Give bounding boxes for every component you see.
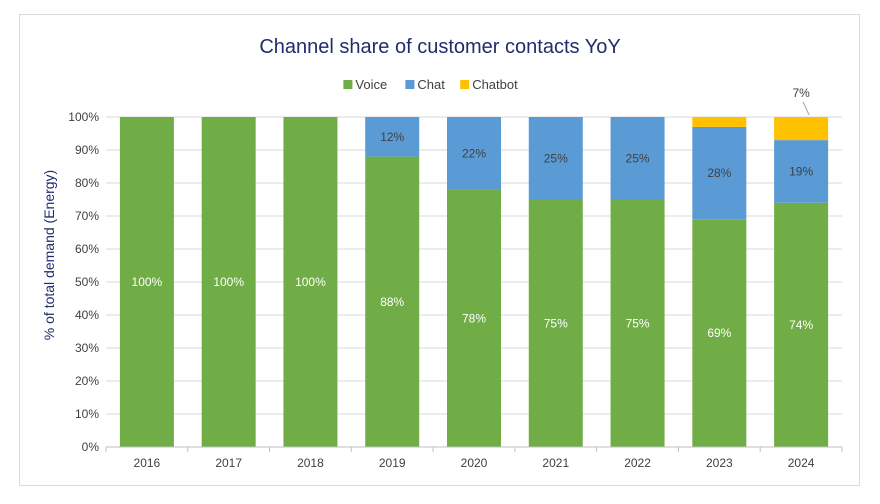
legend: Voice Chat Chatbot bbox=[343, 77, 518, 92]
y-tick-label: 40% bbox=[75, 308, 99, 322]
bar-voice-2017 bbox=[201, 117, 256, 447]
y-tick-label: 0% bbox=[82, 440, 100, 454]
bars bbox=[119, 117, 829, 447]
stacked-bar-chart: Channel share of customer contacts YoY V… bbox=[41, 36, 843, 470]
chart-frame: Channel share of customer contacts YoY V… bbox=[19, 14, 860, 486]
x-tick-label: 2020 bbox=[461, 456, 488, 470]
y-tick-label: 20% bbox=[75, 374, 99, 388]
y-tick-label: 80% bbox=[75, 176, 99, 190]
x-tick-label: 2019 bbox=[379, 456, 406, 470]
bar-chat-2023 bbox=[692, 126, 747, 220]
bar-chatbot-2023 bbox=[692, 117, 747, 127]
data-label-chat: 22% bbox=[462, 146, 486, 160]
x-tick-label: 2016 bbox=[134, 456, 161, 470]
data-label-chat: 25% bbox=[626, 151, 650, 165]
y-axis: 0% 10% 20% 30% 40% 50% 60% 70% 80% 90% 100% bbox=[68, 110, 99, 454]
bar-voice-2019 bbox=[365, 156, 420, 447]
bar-chat-2022 bbox=[610, 117, 665, 200]
bar-chatbot-2024 bbox=[774, 117, 829, 141]
data-label-voice: 74% bbox=[789, 318, 813, 332]
data-label-voice: 75% bbox=[626, 316, 650, 330]
y-axis-label: % of total demand (Energy) bbox=[41, 170, 57, 340]
data-label-voice: 69% bbox=[707, 326, 731, 340]
bar-voice-2023 bbox=[692, 219, 747, 447]
bar-chat-2024 bbox=[774, 140, 829, 203]
y-tick-label: 90% bbox=[75, 143, 99, 157]
data-label-chatbot: 7% bbox=[792, 86, 810, 100]
y-tick-label: 50% bbox=[75, 275, 99, 289]
bar-voice-2020 bbox=[447, 189, 501, 447]
bar-voice-2021 bbox=[528, 199, 583, 447]
bar-chat-2021 bbox=[528, 117, 583, 200]
data-labels: 100% 100% 100% 88% 12% 78% 22% 75% 25% 75% 25% 69% 2… bbox=[132, 86, 814, 340]
data-label-voice: 78% bbox=[462, 311, 486, 325]
x-tick-label: 2024 bbox=[788, 456, 815, 470]
x-tick-label: 2017 bbox=[215, 456, 242, 470]
data-label-voice: 75% bbox=[544, 316, 568, 330]
data-label-voice: 100% bbox=[132, 275, 163, 289]
x-axis: 2016 2017 2018 2019 2020 2021 2022 2023 2024 bbox=[105, 446, 843, 470]
data-label-chat: 19% bbox=[789, 164, 813, 178]
legend-label-chatbot: Chatbot bbox=[472, 77, 518, 92]
chart-title: Channel share of customer contacts YoY bbox=[259, 36, 620, 58]
x-tick-label: 2023 bbox=[706, 456, 733, 470]
data-label-voice: 100% bbox=[295, 275, 326, 289]
x-tick-label: 2022 bbox=[624, 456, 651, 470]
legend-label-chat: Chat bbox=[417, 77, 445, 92]
y-tick-label: 100% bbox=[68, 110, 99, 124]
bar-voice-2024 bbox=[774, 202, 829, 447]
bar-voice-2022 bbox=[610, 199, 665, 447]
y-tick-label: 70% bbox=[75, 209, 99, 223]
bar-voice-2016 bbox=[119, 117, 174, 447]
legend-swatch-voice bbox=[343, 80, 353, 89]
leader-line bbox=[802, 101, 810, 116]
data-label-chat: 28% bbox=[707, 166, 731, 180]
x-tick-label: 2018 bbox=[297, 456, 324, 470]
bar-chat-2019 bbox=[365, 117, 420, 157]
data-label-chat: 25% bbox=[544, 151, 568, 165]
x-tick-label: 2021 bbox=[542, 456, 569, 470]
data-label-chat: 12% bbox=[380, 130, 404, 144]
y-tick-label: 30% bbox=[75, 341, 99, 355]
data-label-voice: 100% bbox=[213, 275, 244, 289]
bar-voice-2018 bbox=[283, 117, 338, 447]
bar-chat-2020 bbox=[447, 117, 501, 190]
y-tick-label: 60% bbox=[75, 242, 99, 256]
legend-swatch-chat bbox=[405, 80, 415, 89]
data-label-voice: 88% bbox=[380, 295, 404, 309]
legend-label-voice: Voice bbox=[355, 77, 387, 92]
legend-swatch-chatbot bbox=[460, 80, 470, 89]
y-tick-label: 10% bbox=[75, 407, 99, 421]
